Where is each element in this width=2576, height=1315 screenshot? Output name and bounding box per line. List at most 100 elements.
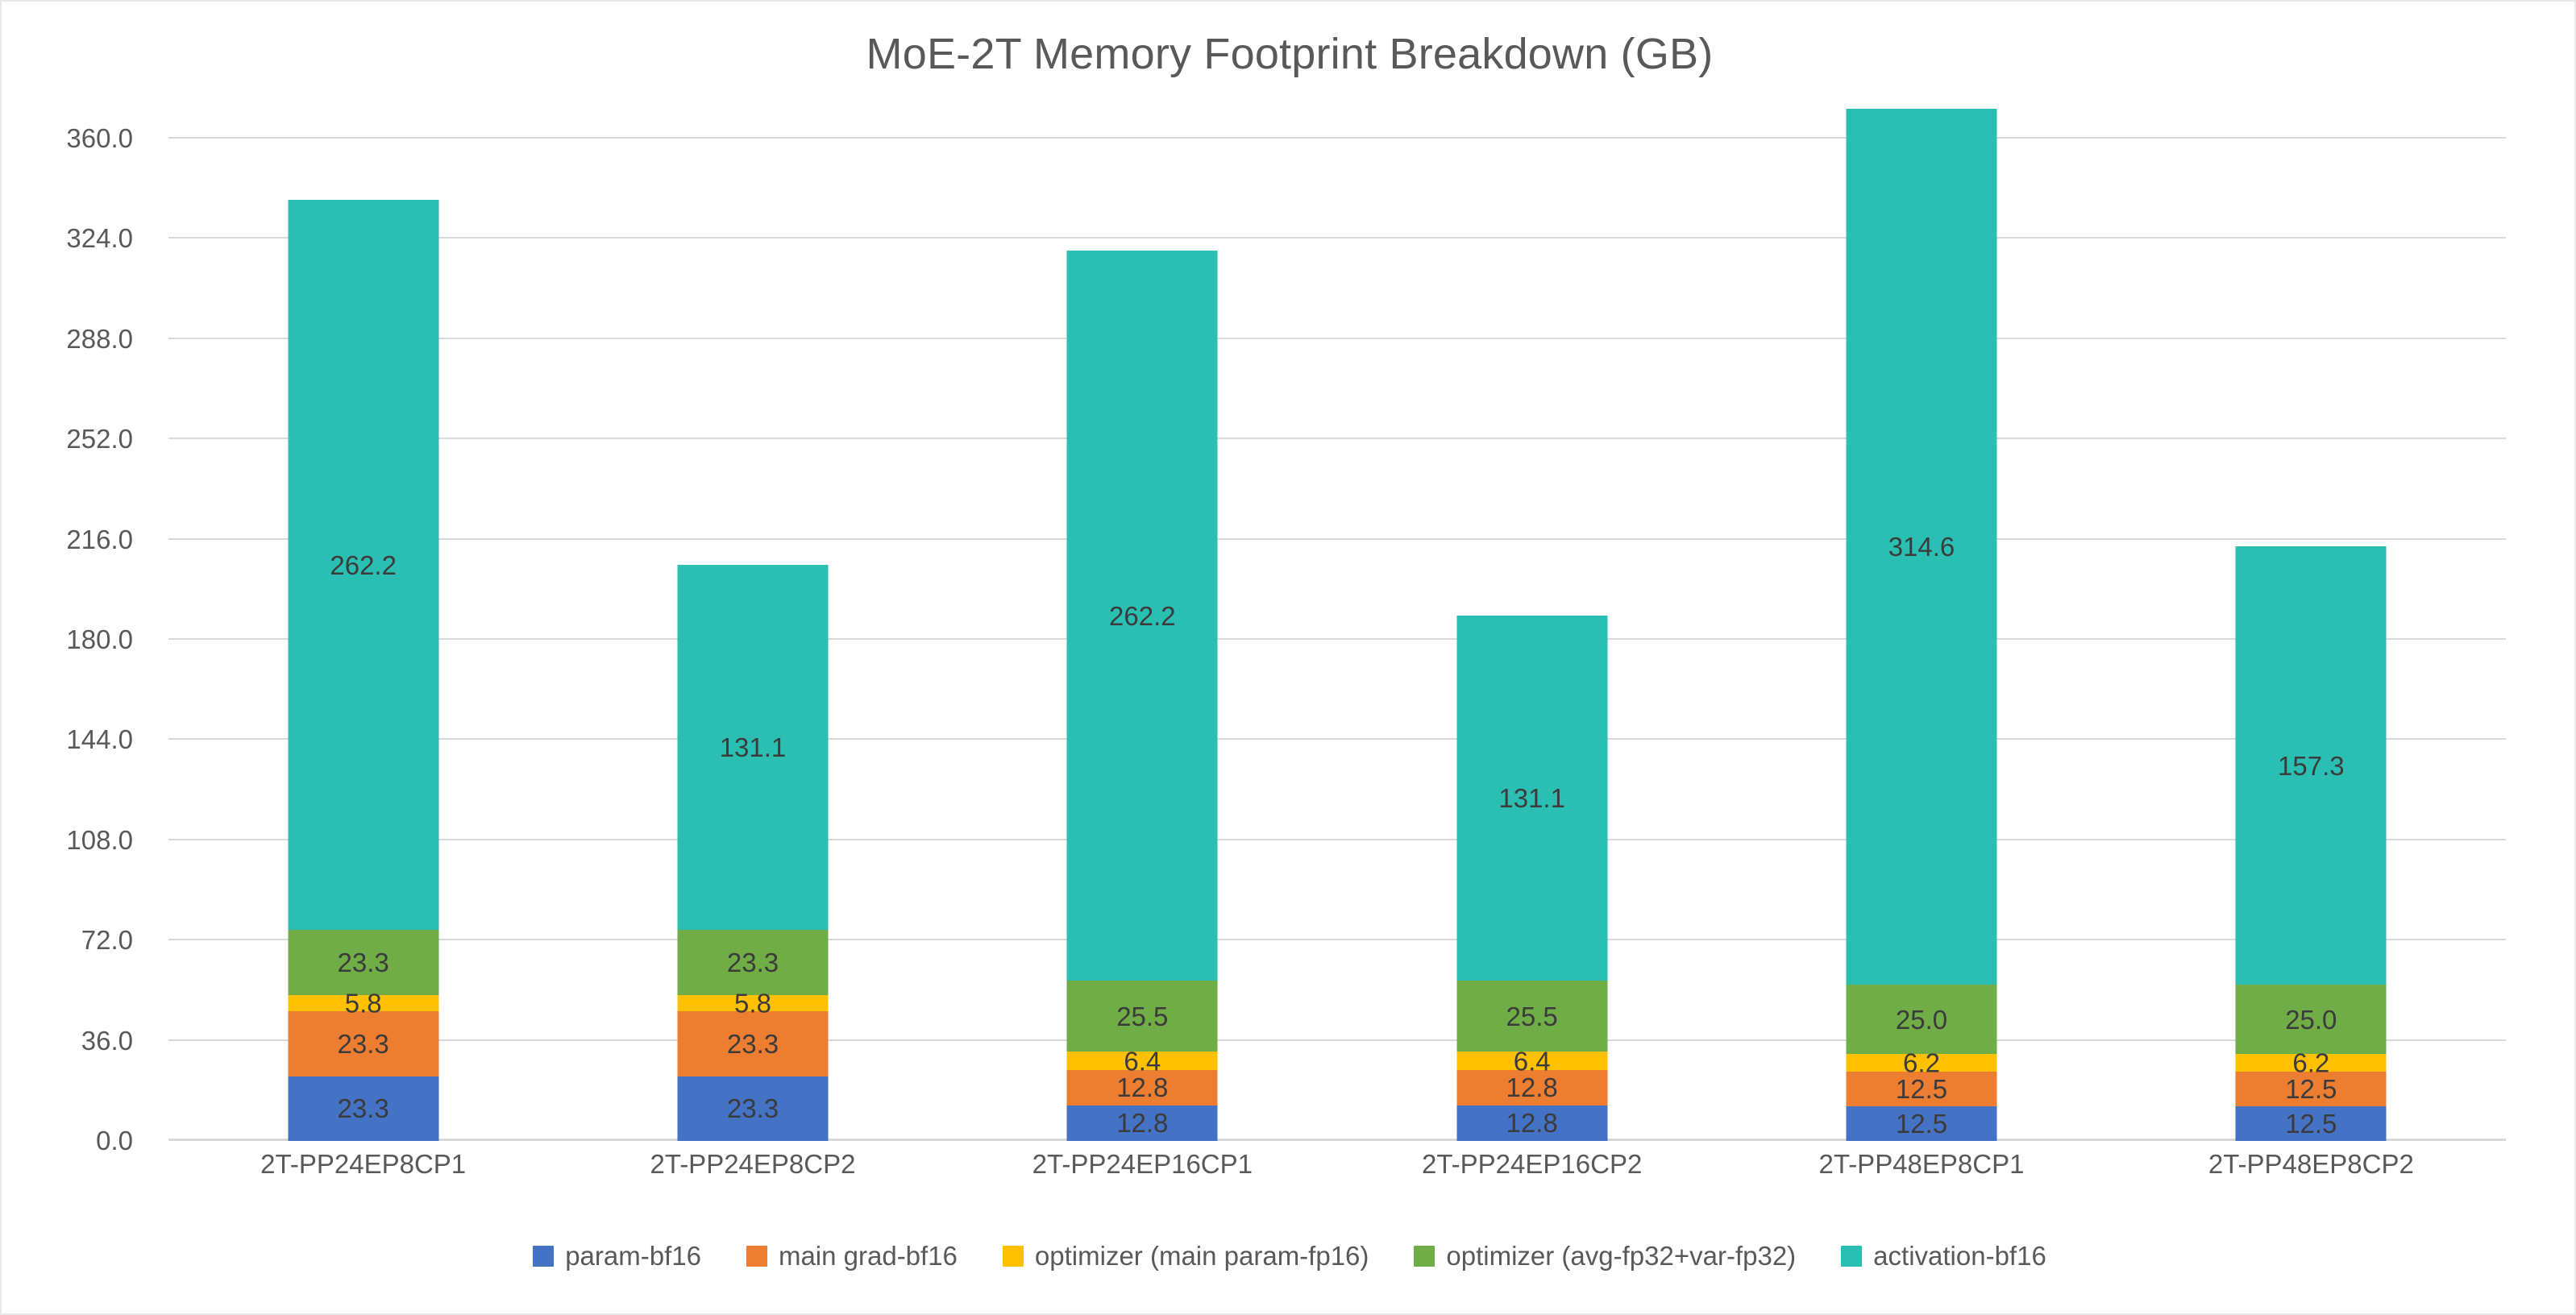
bar-segment[interactable]: 5.8: [288, 989, 439, 1016]
bar-segment-value-label: 23.3: [726, 948, 779, 978]
bar-group[interactable]: 12.8 12.8 6.4 25.5 262.2: [948, 139, 1337, 1141]
bar-segment[interactable]: 157.3: [2235, 546, 2387, 985]
bar-segment[interactable]: 23.3: [288, 1011, 439, 1076]
bar-segment-value-label: 6.4: [1513, 1046, 1551, 1076]
legend-swatch-icon: [1841, 1245, 1863, 1267]
x-axis-tick-label: 2T-PP24EP16CP2: [1421, 1149, 1643, 1179]
bar-segment[interactable]: 23.3: [288, 930, 439, 995]
bar-segment[interactable]: 262.2: [288, 200, 439, 931]
plot-area: 23.3 23.3 5.8 23.3 262.2 23.3 23.3 5.8 23.3 131.1…: [168, 108, 2506, 1141]
bar-segment-value-label: 262.2: [330, 550, 397, 580]
legend-swatch-icon: [1002, 1245, 1024, 1267]
bar-segment-value-label: 25.0: [1895, 1004, 1948, 1035]
bar-segment[interactable]: 12.8: [1456, 1105, 1608, 1141]
bar-segment[interactable]: 23.3: [677, 930, 829, 995]
gridline: [168, 838, 2506, 840]
legend-label: param-bf16: [565, 1241, 701, 1271]
bar-segment[interactable]: 131.1: [677, 565, 829, 931]
bar-segment[interactable]: 12.5: [2235, 1071, 2387, 1106]
legend-label: main grad-bf16: [778, 1241, 958, 1271]
bar-segment-value-label: 12.5: [2285, 1073, 2337, 1104]
bar-segment-value-label: 5.8: [734, 988, 771, 1018]
bar-segment[interactable]: 25.0: [2235, 984, 2387, 1055]
gridline: [168, 738, 2506, 740]
bar-segment[interactable]: 12.8: [1456, 1069, 1608, 1106]
bar-segment[interactable]: 23.3: [677, 1011, 829, 1076]
bar-segment-value-label: 23.3: [726, 1028, 779, 1059]
gridline: [168, 438, 2506, 440]
legend-swatch-icon: [746, 1245, 767, 1267]
legend-swatch-icon: [1414, 1245, 1435, 1267]
bar-segment[interactable]: 314.6: [1846, 108, 1997, 985]
bar-segment-value-label: 12.8: [1116, 1072, 1169, 1103]
gridline: [168, 537, 2506, 540]
bar-segment-value-label: 23.3: [337, 1093, 389, 1124]
bar-segment[interactable]: 5.8: [677, 989, 829, 1016]
gridline: [168, 939, 2506, 941]
bar-segment[interactable]: 6.4: [1066, 1047, 1218, 1074]
y-axis-tick-label: 324.0: [66, 223, 133, 254]
gridline: [168, 137, 2506, 139]
bar-segment[interactable]: 12.8: [1066, 1105, 1218, 1141]
bar-segment-value-label: 131.1: [1498, 783, 1565, 814]
bar-segment[interactable]: 6.2: [2235, 1049, 2387, 1076]
bar-segment-value-label: 23.3: [337, 948, 389, 978]
bar-group[interactable]: 23.3 23.3 5.8 23.3 262.2: [168, 139, 558, 1141]
x-axis-tick-label: 2T-PP48EP8CP1: [1818, 1149, 2025, 1179]
y-axis-tick-label: 72.0: [81, 925, 133, 956]
y-axis-tick-label: 216.0: [66, 524, 133, 554]
bar-segment[interactable]: 12.5: [1846, 1071, 1997, 1106]
bar-stack: 12.8 12.8 6.4 25.5 131.1: [1456, 616, 1608, 1141]
bar-segment-value-label: 12.8: [1116, 1108, 1169, 1139]
bar-segment[interactable]: 23.3: [677, 1076, 829, 1141]
bar-group[interactable]: 23.3 23.3 5.8 23.3 131.1: [558, 139, 947, 1141]
bar-segment-value-label: 12.5: [2285, 1108, 2337, 1139]
bar-segment[interactable]: 12.5: [2235, 1106, 2387, 1141]
y-axis-tick-label: 252.0: [66, 424, 133, 454]
x-axis-tick-label: 2T-PP48EP8CP2: [2208, 1149, 2414, 1179]
bar-segment-value-label: 6.4: [1124, 1046, 1161, 1076]
bar-segment[interactable]: 6.4: [1456, 1047, 1608, 1074]
y-axis-tick-label: 180.0: [66, 624, 133, 654]
legend-item[interactable]: optimizer (avg-fp32+var-fp32): [1414, 1242, 1796, 1269]
bar-segment[interactable]: 131.1: [1456, 616, 1608, 981]
bar-group[interactable]: 12.8 12.8 6.4 25.5 131.1: [1337, 139, 1726, 1141]
bars-layer: 23.3 23.3 5.8 23.3 262.2 23.3 23.3 5.8 23.3 131.1…: [168, 108, 2506, 1141]
x-axis-tick-label: 2T-PP24EP8CP2: [650, 1149, 856, 1179]
bar-segment-value-label: 12.5: [1895, 1073, 1948, 1104]
bar-segment-value-label: 6.2: [1903, 1047, 1940, 1078]
legend-item[interactable]: activation-bf16: [1841, 1242, 2046, 1269]
legend-label: activation-bf16: [1873, 1241, 2046, 1271]
legend-item[interactable]: param-bf16: [533, 1242, 701, 1269]
y-axis-tick-label: 288.0: [66, 323, 133, 354]
x-axis-tick-label: 2T-PP24EP8CP1: [260, 1149, 467, 1179]
bar-segment[interactable]: 25.0: [1846, 984, 1997, 1055]
bar-segment[interactable]: 262.2: [1066, 251, 1218, 981]
bar-group[interactable]: 12.5 12.5 6.2 25.0 314.6: [1726, 108, 2116, 1141]
bar-segment-value-label: 262.2: [1109, 600, 1176, 631]
bar-segment-value-label: 23.3: [726, 1093, 779, 1124]
y-axis-tick-label: 36.0: [81, 1025, 133, 1056]
gridline: [168, 337, 2506, 339]
gridline: [168, 638, 2506, 640]
legend-item[interactable]: main grad-bf16: [746, 1242, 958, 1269]
bar-segment-value-label: 157.3: [2278, 750, 2345, 781]
bar-segment-value-label: 12.8: [1506, 1072, 1558, 1103]
bar-segment[interactable]: 25.5: [1456, 981, 1608, 1052]
bar-segment-value-label: 5.8: [344, 988, 382, 1018]
bar-segment-value-label: 131.1: [719, 732, 787, 763]
legend-item[interactable]: optimizer (main param-fp16): [1002, 1241, 1369, 1271]
y-axis-tick-label: 360.0: [66, 123, 133, 153]
bar-segment[interactable]: 12.5: [1846, 1106, 1997, 1141]
bar-stack: 23.3 23.3 5.8 23.3 131.1: [677, 565, 829, 1141]
bar-stack: 12.5 12.5 6.2 25.0 157.3: [2235, 546, 2387, 1141]
bar-stack: 23.3 23.3 5.8 23.3 262.2: [288, 200, 439, 1141]
axis-line-zero: [168, 1139, 2506, 1141]
legend-label: optimizer (main param-fp16): [1034, 1241, 1369, 1271]
bar-segment[interactable]: 25.5: [1066, 981, 1218, 1052]
bar-segment[interactable]: 23.3: [288, 1076, 439, 1141]
legend-label: optimizer (avg-fp32+var-fp32): [1446, 1241, 1797, 1271]
bar-group[interactable]: 12.5 12.5 6.2 25.0 157.3: [2117, 139, 2506, 1141]
bar-segment[interactable]: 6.2: [1846, 1049, 1997, 1076]
bar-segment[interactable]: 12.8: [1066, 1069, 1218, 1106]
